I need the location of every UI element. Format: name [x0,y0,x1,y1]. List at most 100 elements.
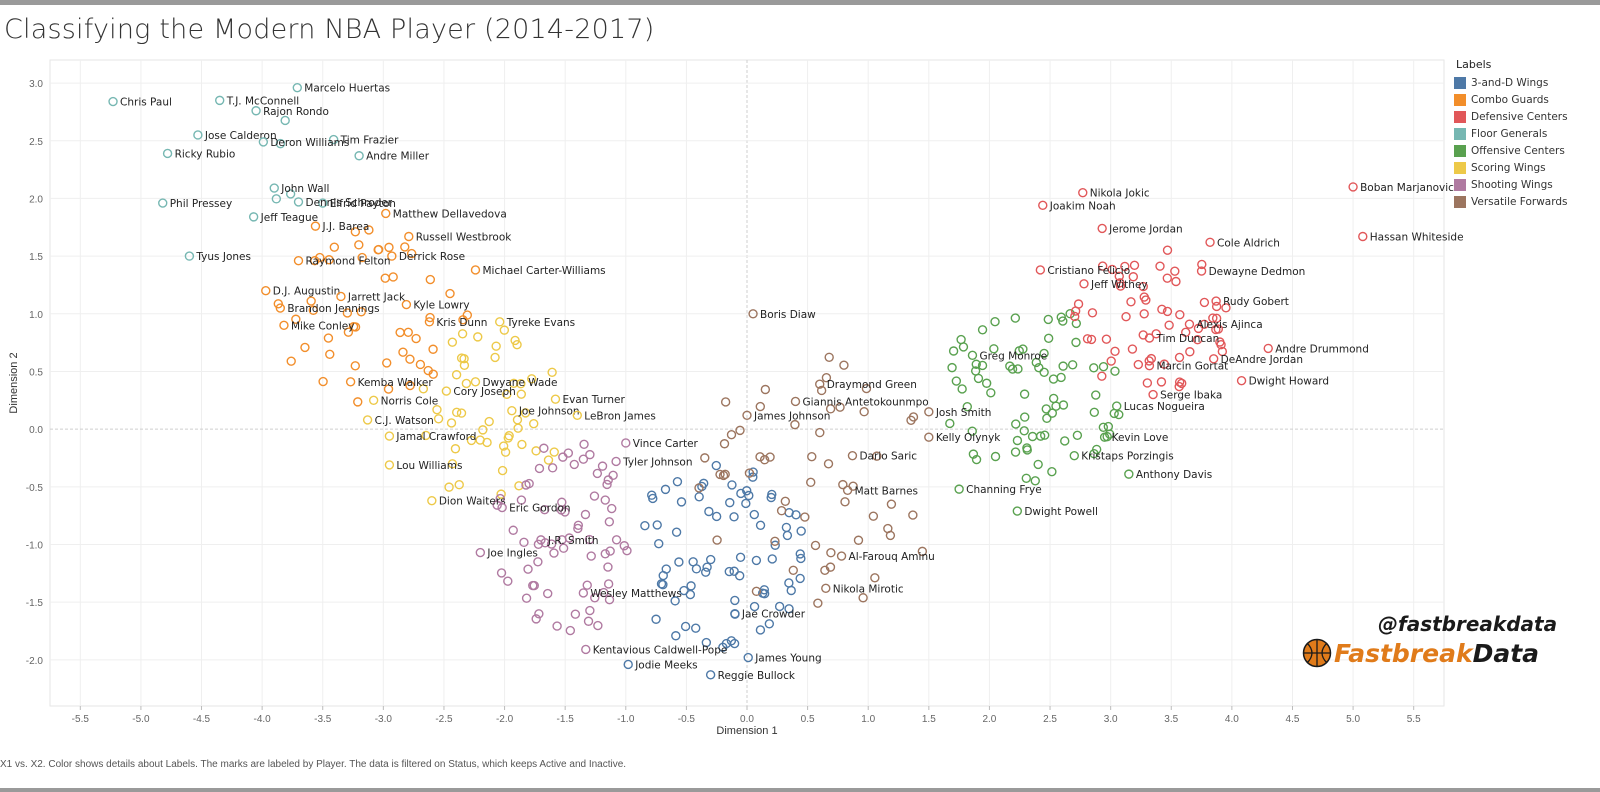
player-point [652,520,662,530]
player-point [162,148,173,159]
x-tick-label: -2.5 [435,714,453,725]
player-label: DeAndre Jordan [1221,354,1303,366]
legend-item: Defensive Centers [1454,108,1600,125]
player-point [621,438,631,448]
player-point [418,384,429,394]
player-label: Alexis Ajinca [1196,319,1262,331]
player-point [886,499,897,509]
player-point [1031,357,1041,368]
player-point [924,432,934,442]
player-point [674,557,684,567]
player-point [759,589,770,599]
player-label: Kentavious Caldwell-Pope [593,644,728,656]
player-point [531,446,541,456]
legend-label: Versatile Forwards [1471,195,1568,208]
player-point [1020,412,1030,422]
player-point [813,598,823,608]
player-point [742,410,752,420]
player-point [1079,279,1089,289]
player-point [342,308,353,318]
player-point [1216,340,1226,350]
player-point [795,549,805,559]
player-point [1110,346,1120,356]
player-point [1139,292,1149,302]
player-point [457,329,468,339]
player-point [516,495,527,505]
player-label: Greg Monroe [979,350,1047,362]
player-point [1162,245,1173,255]
legend-item: Shooting Wings [1454,176,1600,193]
player-point [258,137,269,147]
player-point [484,416,494,427]
player-point [516,379,526,389]
player-label: Deron Williams [270,137,349,149]
player-point [504,431,514,441]
player-point [1010,447,1021,457]
player-label: Lou Williams [396,460,462,472]
player-point [1114,271,1124,281]
player-point [721,638,732,649]
brand-logo: Fastbreak Data [1302,638,1539,668]
player-point [815,427,825,438]
player-point [600,495,610,505]
player-point [550,394,561,404]
player-point [582,580,592,590]
player-point [1097,261,1108,271]
player-point [908,510,918,520]
player-point [446,418,457,428]
player-point [729,566,739,576]
player-point [451,370,462,380]
player-point [398,347,408,357]
player-point [285,189,296,199]
player-point [1047,467,1057,477]
player-point [1127,344,1138,354]
player-point [1071,318,1082,329]
player-point [428,369,438,379]
player-point [1082,334,1093,344]
y-tick-label: 1.5 [29,252,43,263]
x-tick-label: -3.0 [375,714,393,725]
player-point [280,115,290,126]
player-point [546,539,557,549]
player-point [531,614,541,624]
player-point [514,481,524,491]
player-point [1019,426,1029,436]
player-point [470,377,481,387]
player-point [1181,327,1191,338]
player-point [885,530,896,541]
player-point [388,272,398,282]
player-point [328,134,339,145]
player-label: Dion Waiters [439,496,506,508]
player-point [807,451,817,462]
player-point [549,447,559,457]
player-point [1144,360,1155,371]
player-point [490,352,500,363]
player-point [1056,372,1066,383]
player-point [917,546,928,557]
player-point [403,327,413,338]
player-point [945,418,955,429]
player-point [425,274,436,285]
player-label: Joe Johnson [518,406,580,418]
player-point [607,503,617,514]
player-point [1192,334,1203,345]
player-point [1193,323,1204,334]
player-point [404,231,414,242]
player-point [364,225,374,235]
x-tick-label: -5.5 [72,714,90,725]
player-point [1098,422,1109,432]
legend-swatch [1454,178,1466,191]
player-point [498,441,509,451]
player-point [800,512,810,522]
player-point [774,601,785,612]
player-point [1236,375,1247,386]
player-point [578,454,589,464]
player-point [948,346,959,356]
player-point [269,183,279,193]
player-label: Elfrid Payton [330,198,396,210]
player-point [730,595,740,606]
player-point [353,397,363,407]
player-label: Dario Saric [859,451,917,463]
player-label: Raymond Felton [305,256,390,268]
basketball-icon [1302,638,1332,668]
